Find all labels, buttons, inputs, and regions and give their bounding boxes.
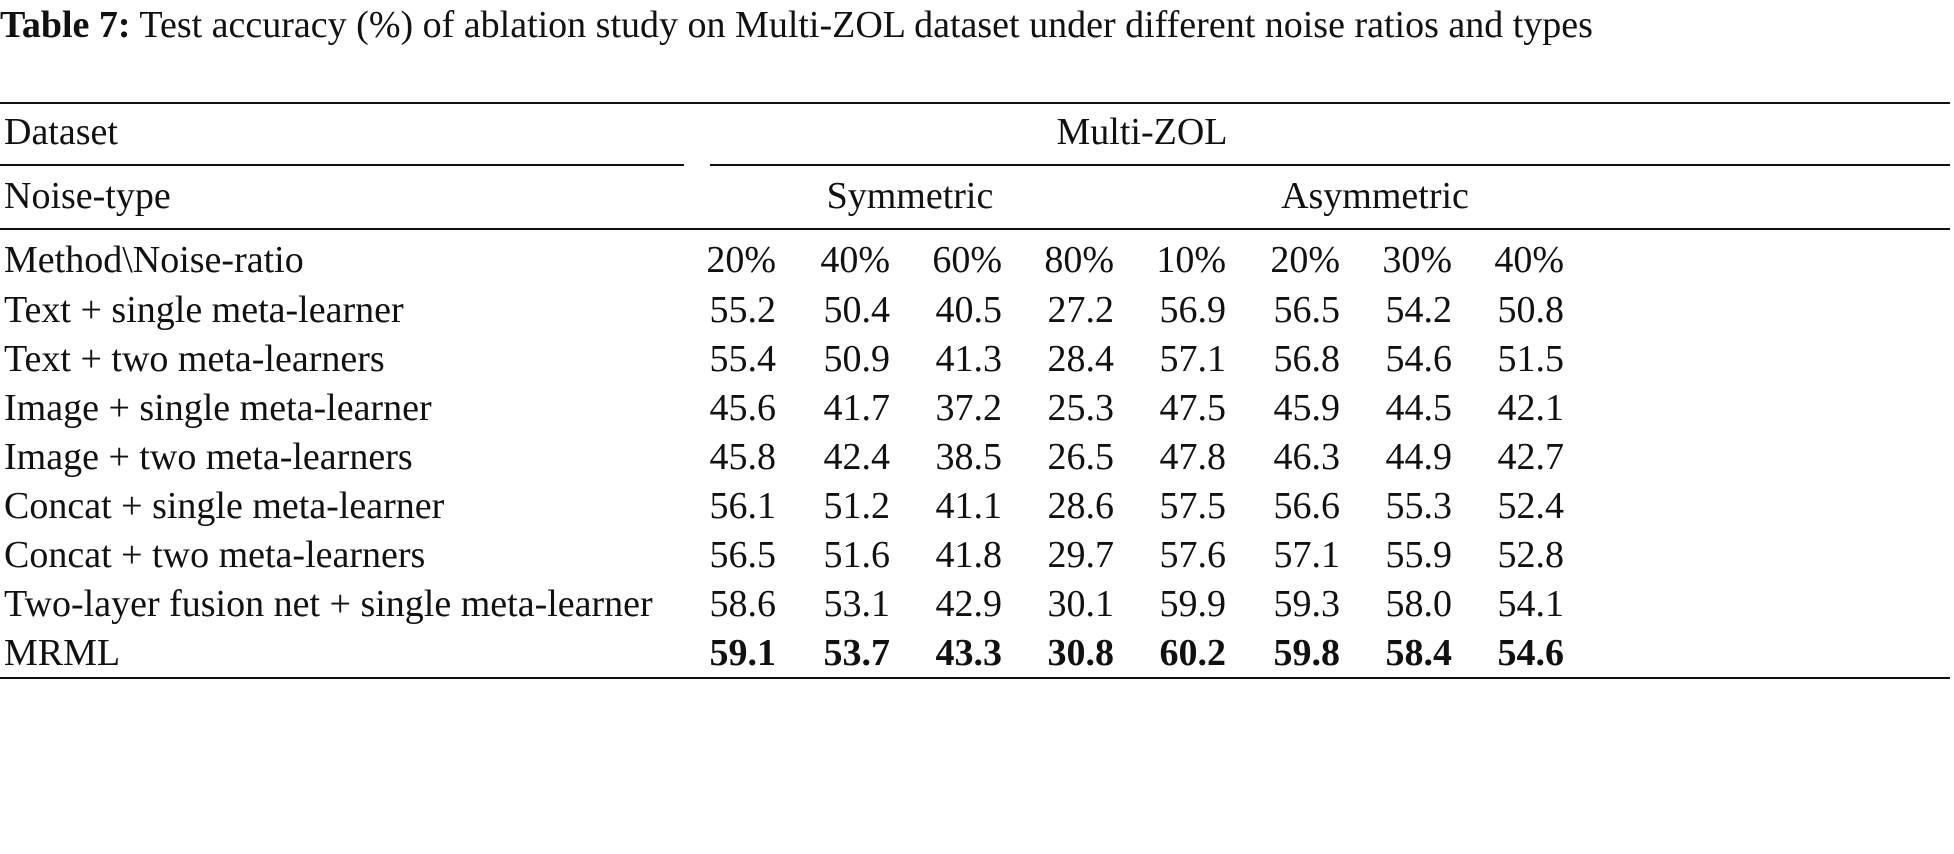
accuracy-cell: 42.4 [823, 436, 891, 478]
accuracy-cell: 41.7 [823, 387, 891, 429]
accuracy-cell: 57.1 [1159, 338, 1227, 380]
accuracy-cell: 58.6 [709, 583, 777, 625]
accuracy-cell: 51.2 [823, 485, 891, 527]
accuracy-cell: 25.3 [1047, 387, 1115, 429]
accuracy-cell: 44.9 [1385, 436, 1453, 478]
dataset-rule-right [710, 164, 1950, 166]
asymmetric-header: Asymmetric [1281, 175, 1469, 217]
accuracy-cell: 29.7 [1047, 534, 1115, 576]
accuracy-cell: 53.1 [823, 583, 891, 625]
accuracy-cell: 57.5 [1159, 485, 1227, 527]
accuracy-cell: 56.6 [1273, 485, 1341, 527]
method-name: Two-layer fusion net + single meta-learn… [4, 583, 653, 625]
accuracy-cell: 56.5 [1273, 289, 1341, 331]
accuracy-cell: 40.5 [935, 289, 1003, 331]
accuracy-cell: 51.5 [1497, 338, 1565, 380]
accuracy-cell: 45.8 [709, 436, 777, 478]
accuracy-cell: 41.8 [935, 534, 1003, 576]
method-name: Text + two meta-learners [4, 338, 385, 380]
accuracy-cell: 59.1 [709, 632, 777, 674]
accuracy-cell: 55.4 [709, 338, 777, 380]
accuracy-cell: 57.6 [1159, 534, 1227, 576]
accuracy-cell: 41.3 [935, 338, 1003, 380]
accuracy-cell: 58.0 [1385, 583, 1453, 625]
accuracy-cell: 46.3 [1273, 436, 1341, 478]
accuracy-cell: 41.1 [935, 485, 1003, 527]
accuracy-cell: 50.9 [823, 338, 891, 380]
dataset-label: Dataset [4, 111, 118, 153]
accuracy-cell: 27.2 [1047, 289, 1115, 331]
bottom-rule [0, 677, 1950, 679]
accuracy-cell: 56.8 [1273, 338, 1341, 380]
symmetric-header: Symmetric [826, 175, 994, 217]
noise-ratio-header: 80% [1044, 239, 1114, 281]
accuracy-cell: 38.5 [935, 436, 1003, 478]
accuracy-cell: 54.2 [1385, 289, 1453, 331]
accuracy-cell: 60.2 [1159, 632, 1227, 674]
caption-label: Table 7: [0, 4, 131, 46]
accuracy-cell: 47.8 [1159, 436, 1227, 478]
accuracy-cell: 44.5 [1385, 387, 1453, 429]
accuracy-cell: 55.9 [1385, 534, 1453, 576]
accuracy-cell: 55.2 [709, 289, 777, 331]
accuracy-cell: 30.8 [1047, 632, 1115, 674]
accuracy-cell: 59.8 [1273, 632, 1341, 674]
noise-ratio-header: 60% [932, 239, 1002, 281]
accuracy-cell: 28.4 [1047, 338, 1115, 380]
accuracy-cell: 59.9 [1159, 583, 1227, 625]
accuracy-cell: 42.7 [1497, 436, 1565, 478]
noise-ratio-header: 20% [1270, 239, 1340, 281]
dataset-name: Multi-ZOL [1056, 111, 1228, 153]
accuracy-cell: 26.5 [1047, 436, 1115, 478]
noise-ratio-header: 40% [820, 239, 890, 281]
noise-ratio-header: 40% [1494, 239, 1564, 281]
accuracy-cell: 55.3 [1385, 485, 1453, 527]
accuracy-cell: 42.1 [1497, 387, 1565, 429]
accuracy-cell: 54.1 [1497, 583, 1565, 625]
method-name: Concat + two meta-learners [4, 534, 426, 576]
noise-ratio-header: 10% [1156, 239, 1226, 281]
accuracy-cell: 54.6 [1385, 338, 1453, 380]
header-rule [0, 228, 1950, 230]
accuracy-cell: 56.5 [709, 534, 777, 576]
accuracy-cell: 43.3 [935, 632, 1003, 674]
method-name: Text + single meta-learner [4, 289, 404, 331]
accuracy-cell: 50.4 [823, 289, 891, 331]
accuracy-cell: 59.3 [1273, 583, 1341, 625]
accuracy-cell: 54.6 [1497, 632, 1565, 674]
accuracy-cell: 37.2 [935, 387, 1003, 429]
method-name: Concat + single meta-learner [4, 485, 445, 527]
caption-text: Test accuracy (%) of ablation study on M… [139, 4, 1593, 46]
accuracy-cell: 47.5 [1159, 387, 1227, 429]
accuracy-cell: 57.1 [1273, 534, 1341, 576]
accuracy-cell: 52.8 [1497, 534, 1565, 576]
noise-ratio-header: 30% [1382, 239, 1452, 281]
method-noise-ratio-label: Method\Noise-ratio [4, 239, 304, 281]
method-name: MRML [4, 632, 121, 674]
table-caption: Table 7: Test accuracy (%) of ablation s… [0, 0, 1950, 50]
accuracy-cell: 45.9 [1273, 387, 1341, 429]
accuracy-cell: 56.9 [1159, 289, 1227, 331]
accuracy-cell: 56.1 [709, 485, 777, 527]
accuracy-cell: 45.6 [709, 387, 777, 429]
accuracy-cell: 51.6 [823, 534, 891, 576]
accuracy-cell: 28.6 [1047, 485, 1115, 527]
accuracy-cell: 42.9 [935, 583, 1003, 625]
method-name: Image + two meta-learners [4, 436, 413, 478]
accuracy-cell: 53.7 [823, 632, 891, 674]
accuracy-cell: 30.1 [1047, 583, 1115, 625]
noise-ratio-header: 20% [706, 239, 776, 281]
method-name: Image + single meta-learner [4, 387, 432, 429]
noise-type-label: Noise-type [4, 175, 171, 217]
accuracy-cell: 52.4 [1497, 485, 1565, 527]
top-rule [0, 102, 1950, 104]
accuracy-cell: 50.8 [1497, 289, 1565, 331]
accuracy-cell: 58.4 [1385, 632, 1453, 674]
dataset-rule-left [0, 164, 684, 166]
